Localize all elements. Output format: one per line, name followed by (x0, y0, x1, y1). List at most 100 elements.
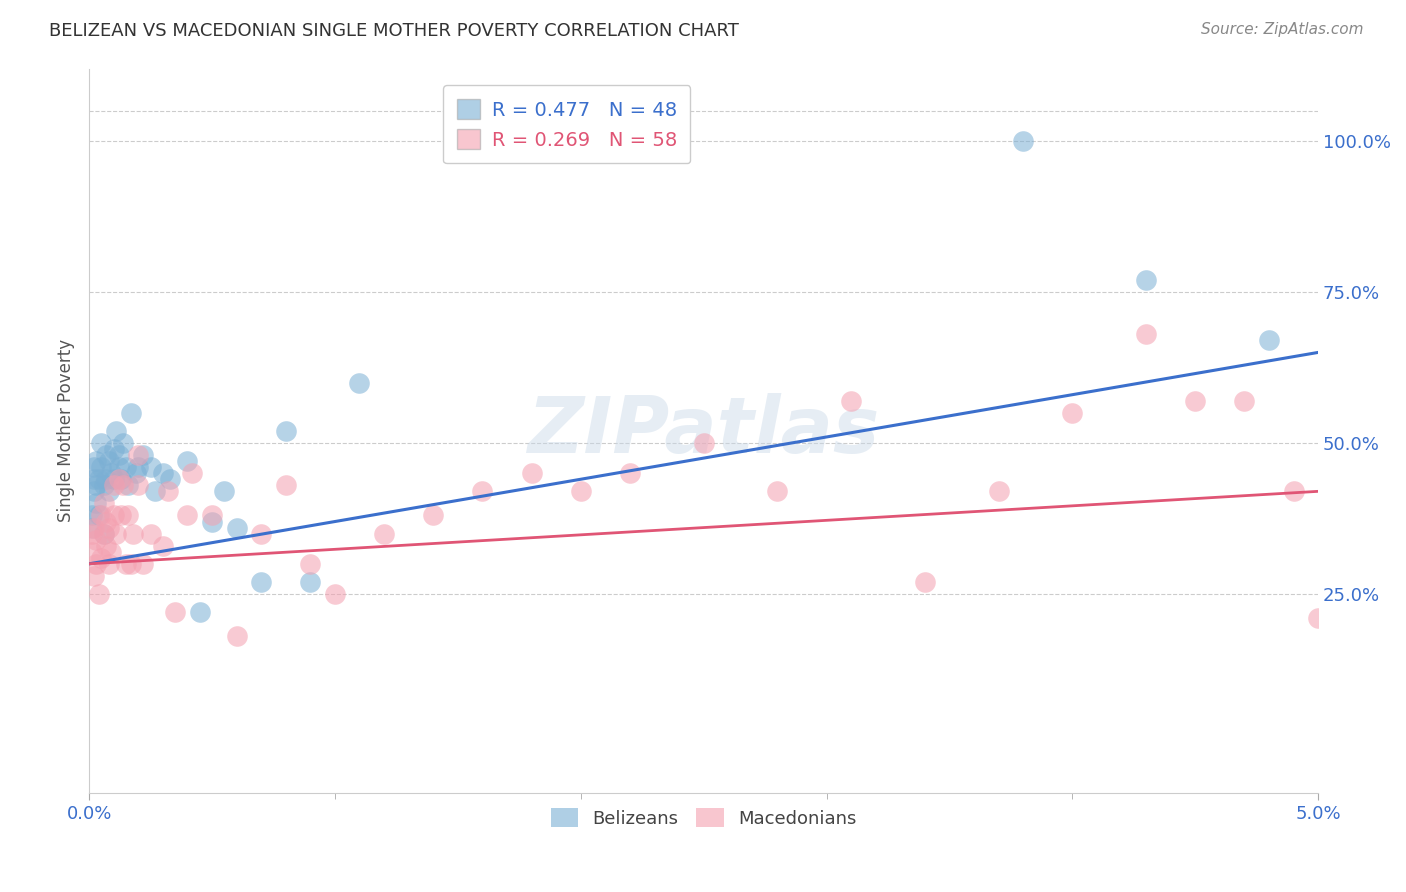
Point (201, 515, 224, 529)
Legend: Belizeans, Macedonians: Belizeans, Macedonians (544, 801, 863, 835)
Point (83, 472, 105, 486)
Point (1233, 393, 1256, 408)
Point (115, 557, 138, 571)
Point (107, 460, 129, 475)
Point (90, 460, 112, 475)
Point (152, 539, 174, 553)
Point (214, 484, 236, 499)
Point (139, 460, 162, 475)
Point (90, 550, 112, 565)
Point (122, 526, 145, 541)
Point (299, 574, 322, 589)
Point (97, 520, 120, 534)
Point (225, 629, 247, 643)
Point (127, 460, 149, 475)
Point (90, 508, 112, 523)
Point (93, 478, 115, 492)
Point (83, 569, 105, 583)
Point (1135, 327, 1157, 342)
Point (93, 496, 115, 510)
Point (1258, 334, 1281, 348)
Point (692, 436, 714, 450)
Point (87, 587, 110, 601)
Point (80, 526, 103, 541)
Point (766, 484, 789, 499)
Point (520, 467, 543, 481)
Point (152, 467, 174, 481)
Point (1135, 273, 1157, 287)
Point (96, 448, 118, 462)
Point (1184, 393, 1206, 408)
Point (93, 526, 115, 541)
Text: Source: ZipAtlas.com: Source: ZipAtlas.com (1201, 22, 1364, 37)
Point (83, 520, 105, 534)
Point (86, 478, 108, 492)
Point (110, 472, 132, 486)
Point (96, 539, 118, 553)
Point (201, 508, 224, 523)
Point (103, 508, 125, 523)
Text: BELIZEAN VS MACEDONIAN SINGLE MOTHER POVERTY CORRELATION CHART: BELIZEAN VS MACEDONIAN SINGLE MOTHER POV… (49, 22, 740, 40)
Point (1282, 484, 1305, 499)
Point (117, 508, 139, 523)
Point (274, 424, 297, 438)
Point (619, 467, 641, 481)
Point (323, 587, 346, 601)
Y-axis label: Single Mother Poverty: Single Mother Poverty (58, 339, 75, 523)
Point (1012, 134, 1035, 148)
Point (159, 472, 181, 486)
Point (107, 472, 129, 486)
Point (105, 526, 128, 541)
Point (86, 496, 108, 510)
Point (80, 545, 103, 559)
Point (156, 484, 179, 499)
Point (165, 605, 187, 619)
Point (87, 508, 110, 523)
Point (97, 454, 120, 468)
Point (105, 424, 128, 438)
Point (97, 557, 120, 571)
Point (117, 478, 139, 492)
Point (181, 467, 204, 481)
Point (127, 478, 149, 492)
Point (471, 484, 494, 499)
Point (96, 472, 118, 486)
Point (132, 448, 155, 462)
Point (107, 448, 129, 462)
Point (87, 472, 110, 486)
Point (100, 545, 122, 559)
Point (373, 526, 395, 541)
Point (839, 393, 862, 408)
Point (250, 574, 273, 589)
Point (132, 557, 155, 571)
Point (987, 484, 1010, 499)
Point (125, 467, 148, 481)
Point (80, 520, 103, 534)
Point (100, 467, 122, 481)
Point (86, 533, 108, 547)
Point (1308, 611, 1330, 625)
Point (110, 508, 132, 523)
Point (112, 478, 135, 492)
Point (139, 526, 162, 541)
Point (1062, 406, 1084, 420)
Point (103, 472, 125, 486)
Point (274, 478, 297, 492)
Point (96, 515, 118, 529)
Point (145, 484, 167, 499)
Point (97, 484, 120, 499)
Point (86, 557, 108, 571)
Point (188, 605, 211, 619)
Point (83, 460, 105, 475)
Point (176, 508, 198, 523)
Point (80, 508, 103, 523)
Point (569, 484, 592, 499)
Point (90, 436, 112, 450)
Point (103, 478, 125, 492)
Point (127, 448, 149, 462)
Point (112, 436, 135, 450)
Point (299, 557, 322, 571)
Point (83, 484, 105, 499)
Point (250, 526, 273, 541)
Point (115, 460, 138, 475)
